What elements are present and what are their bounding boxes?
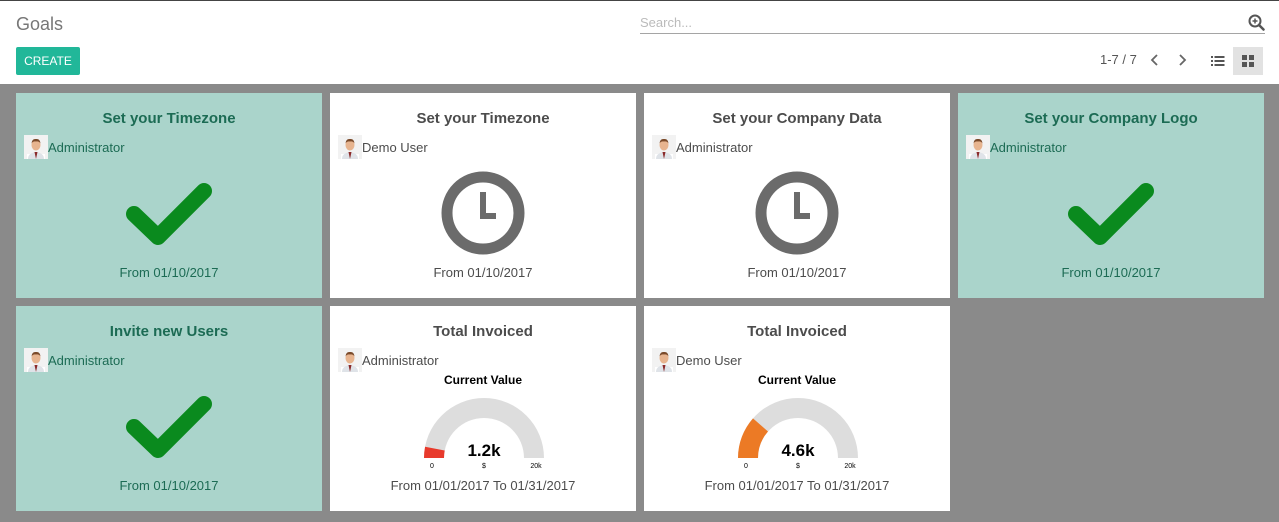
goal-card[interactable]: Set your Company Logo Administrator From 0… (958, 93, 1264, 298)
user-name: Administrator (362, 352, 439, 368)
gauge-track (424, 398, 544, 458)
goal-user: Demo User (652, 348, 742, 372)
goal-user: Administrator (966, 135, 1067, 159)
gauge-track (738, 398, 858, 458)
gauge-label: Current Value (443, 373, 523, 387)
checkmark-icon (1068, 183, 1154, 245)
goal-title: Total Invoiced (433, 323, 533, 340)
clock-icon (441, 171, 525, 255)
avatar (24, 135, 48, 159)
chevron-left-icon (1150, 54, 1158, 66)
goal-date: From 01/10/2017 (119, 265, 219, 280)
page-title: Goals (16, 14, 64, 34)
goal-card[interactable]: Total Invoiced Administrator Current Value… (330, 306, 636, 511)
control-panel: Goals CREATE 1-7 / 7 (0, 1, 1279, 84)
pager-next-button[interactable] (1174, 50, 1190, 70)
kanban-view-button[interactable] (1233, 47, 1263, 75)
gauge-chart: 4.6k $0 20k (738, 398, 858, 470)
window-top-border (0, 0, 1279, 1)
avatar (652, 348, 676, 372)
goal-title: Set your Timezone (102, 110, 236, 127)
gauge-fill (424, 446, 445, 458)
avatar (338, 348, 362, 372)
gauge-unit: $ (482, 463, 486, 470)
avatar (652, 135, 676, 159)
avatar (966, 135, 990, 159)
avatar (338, 135, 362, 159)
user-name: Demo User (362, 139, 428, 155)
goal-title: Set your Company Logo (1024, 110, 1198, 127)
gauge-max-label: 20k (530, 463, 542, 470)
gauge-max-label: 20k (844, 463, 856, 470)
goal-title: Set your Timezone (416, 110, 550, 127)
pager-previous-button[interactable] (1147, 50, 1163, 70)
user-name: Demo User (676, 352, 742, 368)
gauge-value: 1.2k (467, 441, 501, 460)
chevron-right-icon (1179, 54, 1187, 66)
goal-user: Administrator (652, 135, 753, 159)
user-name: Administrator (676, 139, 753, 155)
user-name: Administrator (990, 139, 1067, 155)
checkmark-icon (126, 396, 212, 458)
goal-card[interactable]: Invite new Users Administrator From 01/10/… (16, 306, 322, 511)
goal-user: Demo User (338, 135, 428, 159)
create-button[interactable]: CREATE (16, 47, 80, 75)
user-name: Administrator (48, 139, 125, 155)
goal-card[interactable]: Total Invoiced Demo User Current Value 4.6k… (644, 306, 950, 511)
gauge-min-label: 0 (430, 463, 434, 470)
search-input[interactable] (640, 12, 1240, 32)
kanban-icon (1242, 55, 1254, 67)
goal-card[interactable]: Set your Timezone Demo User From 01/10/201… (330, 93, 636, 298)
goal-date: From 01/01/2017 To 01/31/2017 (704, 478, 890, 493)
pager-value[interactable]: 1-7 / 7 (1100, 52, 1137, 67)
user-name: Administrator (48, 352, 125, 368)
search-icon[interactable] (1248, 14, 1265, 31)
goal-date: From 01/10/2017 (1061, 265, 1161, 280)
gauge-label: Current Value (757, 373, 837, 387)
goal-card[interactable]: Set your Timezone Administrator From 01/10… (16, 93, 322, 298)
list-view-button[interactable] (1203, 47, 1233, 75)
clock-icon (755, 171, 839, 255)
gauge-fill (738, 418, 768, 458)
goal-date: From 01/10/2017 (119, 478, 219, 493)
goal-card[interactable]: Set your Company Data Administrator From 0… (644, 93, 950, 298)
goal-date: From 01/01/2017 To 01/31/2017 (390, 478, 576, 493)
goal-title: Total Invoiced (747, 323, 847, 340)
gauge-unit: $ (796, 463, 800, 470)
gauge-chart: 1.2k $0 20k (424, 398, 544, 470)
goal-title: Invite new Users (109, 323, 229, 340)
gauge-value: 4.6k (781, 441, 815, 460)
list-icon (1211, 56, 1225, 66)
goal-user: Administrator (24, 348, 125, 372)
avatar (24, 348, 48, 372)
goal-date: From 01/10/2017 (433, 265, 533, 280)
gauge-min-label: 0 (744, 463, 748, 470)
goal-user: Administrator (24, 135, 125, 159)
checkmark-icon (126, 183, 212, 245)
search-bar (640, 12, 1265, 34)
goal-user: Administrator (338, 348, 439, 372)
goal-title: Set your Company Data (712, 110, 882, 127)
goal-date: From 01/10/2017 (747, 265, 847, 280)
